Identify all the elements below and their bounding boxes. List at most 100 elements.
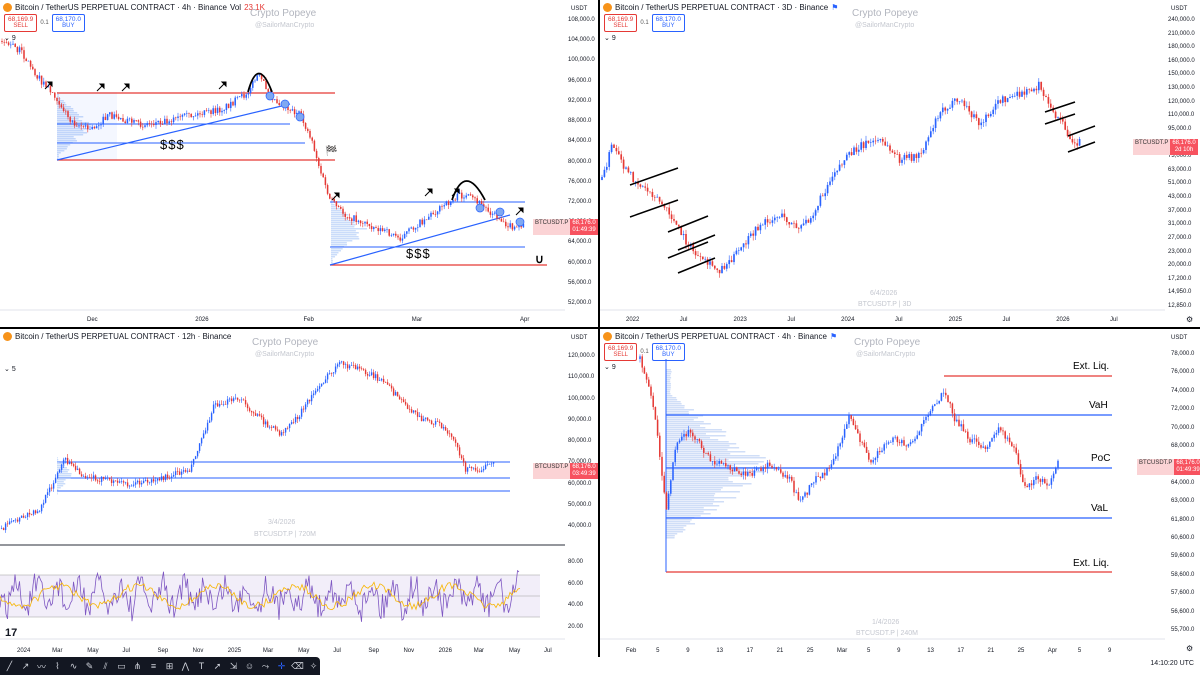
indicators-toggle[interactable]: ⌄ 9 <box>604 363 616 372</box>
candle <box>218 403 221 407</box>
candle <box>886 145 889 147</box>
chart-title[interactable]: Bitcoin / TetherUS PERPETUAL CONTRACT · … <box>615 3 829 12</box>
chart-canvas-tl[interactable] <box>0 0 598 327</box>
candle <box>34 69 36 76</box>
fib-icon[interactable]: ≡ <box>150 661 157 671</box>
candle <box>980 122 983 126</box>
pitchfork-icon[interactable]: ⋔ <box>133 660 142 671</box>
candle <box>420 415 423 422</box>
candle <box>907 444 910 447</box>
buy-button[interactable]: 68,170.0 BUY <box>651 14 685 32</box>
volume-profile-bar <box>57 481 64 483</box>
candle <box>307 128 309 131</box>
volume-profile-bar <box>666 533 678 535</box>
chart-title[interactable]: Bitcoin / TetherUS PERPETUAL CONTRACT · … <box>15 3 227 12</box>
candle <box>14 43 16 47</box>
candle <box>250 410 253 413</box>
chart-pane-top-right[interactable]: Bitcoin / TetherUS PERPETUAL CONTRACT · … <box>600 0 1200 327</box>
candle <box>701 256 704 260</box>
volume-profile-bar <box>57 485 64 487</box>
volume-label: Vol <box>229 3 242 12</box>
indicators-toggle[interactable]: ⌄ 5 <box>4 365 16 374</box>
x-axis-tick: May <box>87 648 99 654</box>
chart-pane-bottom-left[interactable]: Bitcoin / TetherUS PERPETUAL CONTRACT · … <box>0 329 598 657</box>
candle <box>1035 476 1037 480</box>
flag-icon[interactable]: ⚑ <box>831 3 839 12</box>
ray-icon[interactable]: ↗ <box>21 660 30 671</box>
parallel-channel-icon[interactable]: ⫽ <box>103 660 108 671</box>
candle <box>414 410 417 413</box>
arrow-icon[interactable]: ➚ <box>213 660 222 671</box>
gear-icon[interactable]: ⚙ <box>1186 644 1194 653</box>
candle <box>857 429 859 434</box>
chart-canvas-bl[interactable] <box>0 329 598 657</box>
path-icon[interactable]: ⌇ <box>55 660 60 671</box>
trend-line-icon[interactable]: ╱ <box>6 660 13 671</box>
brush-icon[interactable]: ✎ <box>85 660 94 671</box>
curve-icon[interactable]: ∿ <box>69 660 78 671</box>
candle <box>266 421 269 428</box>
chart-title[interactable]: Bitcoin / TetherUS PERPETUAL CONTRACT · … <box>615 332 827 341</box>
text-icon[interactable]: T <box>198 661 205 671</box>
path-draw-icon[interactable]: ⤳ <box>261 660 270 671</box>
symbol-tag: BTCUSDT.P <box>533 463 571 479</box>
candle <box>335 201 338 207</box>
candle <box>110 479 113 483</box>
sell-button[interactable]: 68,169.9 SELL <box>604 14 638 32</box>
sell-button[interactable]: 68,169.9 SELL <box>4 14 38 32</box>
gann-icon[interactable]: ⊞ <box>165 660 174 671</box>
sell-button[interactable]: 68,169.9 SELL <box>604 343 638 361</box>
volume-profile-bar <box>57 112 78 114</box>
volume-profile-bar <box>57 150 65 152</box>
polyline-icon[interactable]: 〰 <box>36 661 46 672</box>
candle <box>80 474 83 477</box>
candle <box>997 100 999 104</box>
volume-profile-bar <box>331 256 336 258</box>
rectangle-icon[interactable]: ▭ <box>117 660 126 671</box>
horizontal-divider[interactable] <box>0 327 1200 329</box>
volume-profile-bar <box>666 431 727 433</box>
buy-button[interactable]: 68,170.0 BUY <box>51 14 85 32</box>
icon-tool-icon[interactable]: ☺ <box>244 661 255 671</box>
chart-canvas-br[interactable] <box>600 329 1200 657</box>
gear-icon[interactable]: ⚙ <box>1186 315 1194 324</box>
candle <box>507 226 509 228</box>
volume-profile-bar <box>666 409 694 411</box>
volume-profile-bar <box>57 473 72 475</box>
measure-icon[interactable]: ⇲ <box>229 660 238 671</box>
buy-button[interactable]: 68,170.0 BUY <box>651 343 685 361</box>
y-axis-tick: 76,000.0 <box>568 178 592 185</box>
candle <box>975 438 978 442</box>
chart-pane-bottom-right[interactable]: Bitcoin / TetherUS PERPETUAL CONTRACT · … <box>600 329 1200 657</box>
crosshair-icon[interactable]: ✛ <box>277 660 286 671</box>
candle <box>252 412 255 414</box>
chart-title[interactable]: Bitcoin / TetherUS PERPETUAL CONTRACT · … <box>15 332 232 341</box>
chart-pane-top-left[interactable]: Bitcoin / TetherUS PERPETUAL CONTRACT · … <box>0 0 598 327</box>
candle <box>94 475 97 481</box>
candle <box>72 464 75 466</box>
volume-profile-bar <box>666 499 715 501</box>
chart-canvas-tr[interactable] <box>600 0 1200 327</box>
volume-profile-bar <box>57 130 84 132</box>
eraser-icon[interactable]: ⌫ <box>291 660 304 671</box>
pattern-icon[interactable]: ⋀ <box>181 660 190 671</box>
candle <box>84 125 87 127</box>
candle <box>91 126 93 130</box>
indicators-toggle[interactable]: ⌄ 9 <box>4 34 16 43</box>
candle <box>248 408 251 411</box>
y-axis-tick: 74,000.0 <box>1171 387 1195 394</box>
magnet-icon[interactable]: ∪ <box>535 252 544 266</box>
candle <box>355 215 357 222</box>
candle <box>406 404 409 409</box>
flag-icon[interactable]: ⚑ <box>829 332 838 341</box>
candle <box>859 433 861 442</box>
candle <box>168 478 171 479</box>
candle <box>138 480 141 485</box>
y-axis-tick: 100,000.0 <box>568 395 595 402</box>
candle <box>200 438 203 444</box>
candle <box>117 116 120 120</box>
indicators-toggle[interactable]: ⌄ 9 <box>604 34 616 43</box>
candle <box>780 469 782 473</box>
magic-icon[interactable]: ✧ <box>309 660 318 671</box>
candle <box>40 75 43 85</box>
